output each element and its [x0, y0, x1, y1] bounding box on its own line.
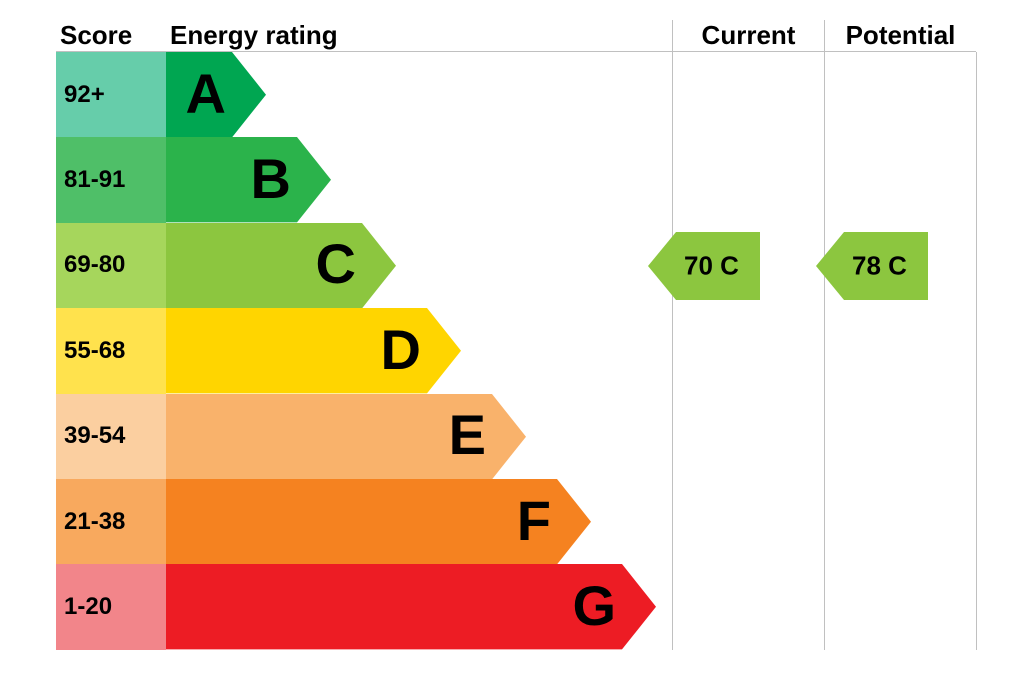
score-range-e: 39-54 — [56, 394, 166, 479]
rating-bar-b: B — [166, 137, 331, 222]
score-range-g: 1-20 — [56, 564, 166, 649]
rating-letter-a: A — [186, 61, 226, 126]
header-current: Current — [672, 20, 824, 52]
gridline-right — [976, 52, 977, 650]
rating-letter-d: D — [381, 317, 421, 382]
pointer-potential: 78 C — [816, 232, 928, 300]
rating-bar-shape — [166, 137, 331, 222]
pointer-current-label: 70 C — [684, 250, 739, 281]
rating-letter-f: F — [517, 488, 551, 553]
header-score: Score — [56, 20, 166, 52]
rating-letter-e: E — [449, 402, 486, 467]
pointer-current: 70 C — [648, 232, 760, 300]
rating-bar-f: F — [166, 479, 591, 564]
rating-bar-g: G — [166, 564, 656, 649]
rating-letter-c: C — [316, 232, 356, 297]
energy-rating-chart: Score Energy rating Current Potential 92… — [56, 10, 976, 650]
score-range-d: 55-68 — [56, 308, 166, 393]
header-rating: Energy rating — [166, 20, 672, 52]
pointer-potential-label: 78 C — [852, 250, 907, 281]
header-row: Score Energy rating Current Potential — [56, 10, 976, 52]
rating-letter-b: B — [251, 146, 291, 211]
band-d: 55-68 D — [56, 308, 976, 393]
rating-bar-a: A — [166, 52, 266, 137]
band-g: 1-20 G — [56, 564, 976, 649]
score-range-a: 92+ — [56, 52, 166, 137]
score-range-b: 81-91 — [56, 137, 166, 222]
rating-bar-e: E — [166, 394, 526, 479]
chart-body: 92+ A 81-91 B 69-80 C 55-68 D 39-54 E 21-38 F 1-20 G 7… — [56, 52, 976, 650]
header-potential: Potential — [824, 20, 976, 52]
score-range-c: 69-80 — [56, 223, 166, 308]
band-e: 39-54 E — [56, 394, 976, 479]
rating-letter-g: G — [572, 573, 616, 638]
band-b: 81-91 B — [56, 137, 976, 222]
rating-bar-c: C — [166, 223, 396, 308]
rating-bar-d: D — [166, 308, 461, 393]
rating-bar-shape — [166, 223, 396, 308]
band-a: 92+ A — [56, 52, 976, 137]
score-range-f: 21-38 — [56, 479, 166, 564]
band-f: 21-38 F — [56, 479, 976, 564]
